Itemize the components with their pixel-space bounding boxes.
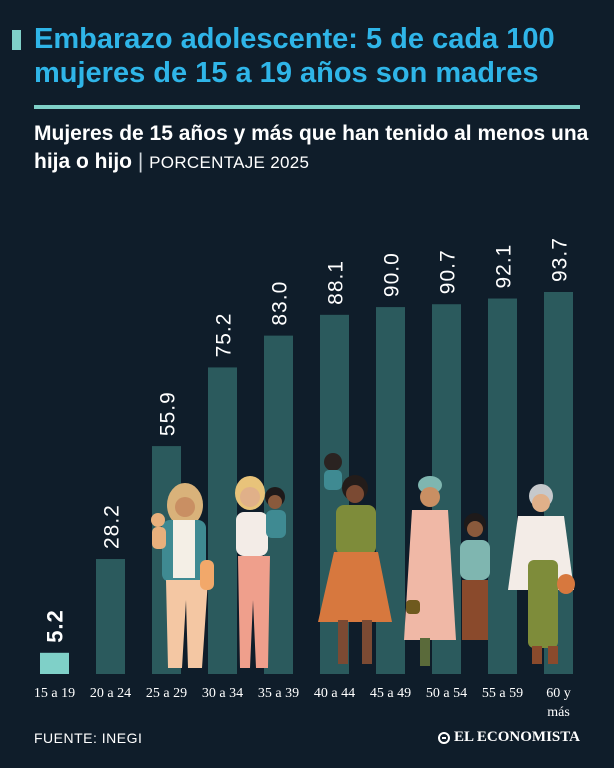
category-label: 60 y: [546, 686, 571, 701]
category-label: 55 a 59: [482, 686, 523, 701]
woman-figure-2: [235, 476, 286, 668]
value-label: 28.2: [101, 504, 124, 549]
woman-figure-4: [404, 476, 490, 666]
value-label: 5.2: [43, 609, 68, 643]
category-label: 50 a 54: [426, 686, 467, 701]
bars-group: 5.2 15 a 19 28.2 20 a 24 55.9 25 a 29 75.2 30 a…: [34, 237, 573, 720]
subtitle-separator: |: [137, 150, 144, 173]
bar-55-a-59: [488, 298, 517, 674]
chart-subtitle: Mujeres de 15 años y más que han tenido …: [34, 120, 594, 177]
category-label: 20 a 24: [90, 686, 131, 701]
value-label: 88.1: [325, 260, 348, 305]
value-label: 83.0: [269, 281, 292, 326]
subtitle-unit: PORCENTAJE 2025: [149, 153, 310, 172]
value-label: 75.2: [213, 313, 236, 358]
category-label: más: [547, 705, 570, 720]
bar-20-a-24: [96, 559, 125, 674]
source-note: FUENTE: INEGI: [34, 730, 143, 746]
category-label: 40 a 44: [314, 686, 355, 701]
value-label: 90.7: [437, 249, 460, 294]
bar-15-a-19: [40, 652, 69, 674]
globe-icon: [438, 731, 450, 744]
category-label: 15 a 19: [34, 686, 75, 701]
value-label: 55.9: [157, 391, 180, 436]
bar-30-a-34: [208, 367, 237, 674]
brand-logo: EL ECONOMISTA: [438, 729, 580, 746]
category-label: 35 a 39: [258, 686, 299, 701]
category-label: 45 a 49: [370, 686, 411, 701]
category-label: 30 a 34: [202, 686, 243, 701]
page-title: Embarazo adolescente: 5 de cada 100 muje…: [34, 23, 555, 89]
women-illustration: [151, 453, 575, 668]
subtitle-text: Mujeres de 15 años y más que han tenido …: [34, 122, 589, 173]
woman-figure-3: [318, 453, 392, 664]
value-label: 90.0: [381, 252, 404, 297]
value-label: 92.1: [493, 244, 516, 289]
woman-figure-1: [151, 483, 214, 668]
brand-name: EL ECONOMISTA: [454, 729, 580, 745]
category-label: 25 a 29: [146, 686, 187, 701]
value-label: 93.7: [549, 237, 572, 282]
woman-figure-5: [508, 484, 575, 664]
title-divider: [34, 105, 580, 109]
title-marker: [12, 30, 21, 50]
